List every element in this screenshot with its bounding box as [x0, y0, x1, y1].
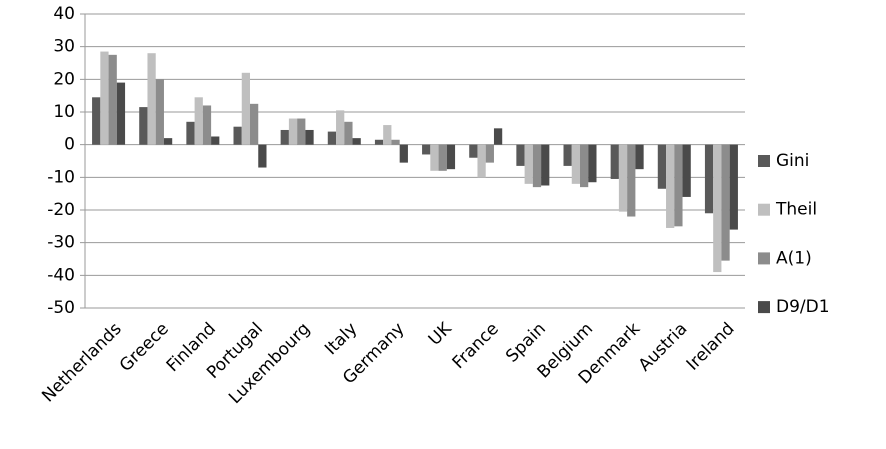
x-tick-label: Austria	[635, 319, 692, 376]
bar	[139, 107, 148, 145]
bar	[485, 144, 494, 163]
bar	[344, 121, 353, 145]
bar	[147, 53, 156, 145]
legend-label: Theil	[775, 200, 817, 220]
bar	[374, 139, 384, 145]
legend-label: D9/D1	[776, 297, 830, 317]
y-tick-label: 40	[53, 4, 75, 24]
bar	[194, 97, 203, 145]
bar	[327, 131, 337, 145]
legend-swatch	[758, 203, 770, 216]
bar	[469, 144, 478, 158]
bar	[477, 144, 486, 178]
bar	[352, 138, 361, 145]
bar	[297, 118, 306, 145]
y-tick-label: 10	[53, 102, 75, 122]
y-tick-label: -40	[47, 265, 75, 285]
bar	[336, 110, 345, 145]
x-tick-label: Netherlands	[38, 319, 126, 407]
x-tick-label: Greece	[116, 319, 173, 376]
bar	[580, 144, 589, 188]
bar	[438, 144, 447, 171]
bar	[666, 144, 675, 228]
bar	[610, 144, 619, 179]
x-tick-label: Italy	[321, 319, 361, 359]
bar	[186, 121, 195, 145]
y-tick-label: 20	[53, 69, 75, 89]
y-tick-label: -30	[47, 233, 75, 253]
bar	[713, 144, 722, 273]
bar	[116, 82, 126, 145]
legend-swatch	[758, 252, 770, 265]
bar	[571, 144, 580, 184]
bar	[241, 72, 250, 145]
y-tick-label: 0	[64, 135, 75, 155]
legend-swatch	[758, 155, 770, 167]
bar	[202, 105, 212, 145]
bar	[211, 136, 220, 145]
bar	[430, 144, 439, 171]
bar	[155, 79, 164, 145]
bar	[532, 144, 542, 188]
legend-label: A(1)	[776, 248, 812, 268]
bar	[446, 144, 456, 170]
bar	[258, 144, 267, 168]
bar	[541, 144, 550, 186]
bar	[635, 144, 644, 170]
x-tick-label: UK	[425, 318, 456, 349]
bar	[674, 144, 683, 227]
legend-swatch	[758, 301, 770, 314]
bar	[618, 144, 628, 212]
bar	[524, 144, 533, 184]
bar	[92, 97, 101, 145]
bar	[100, 51, 109, 145]
bar	[721, 144, 730, 261]
bar	[108, 54, 117, 145]
legend-label: Gini	[776, 151, 809, 171]
bar	[399, 144, 408, 163]
bar	[493, 128, 503, 145]
bar	[682, 144, 691, 197]
bar	[627, 144, 636, 217]
bar	[657, 144, 667, 189]
bar	[516, 144, 525, 166]
y-tick-label: -10	[47, 167, 75, 187]
y-tick-label: -50	[47, 298, 75, 318]
bar	[280, 129, 289, 145]
bar	[563, 144, 572, 166]
bar	[729, 144, 738, 230]
bar	[250, 103, 259, 145]
bar	[383, 125, 392, 145]
y-tick-label: 30	[53, 37, 75, 57]
x-tick-label: France	[449, 319, 503, 373]
bar	[588, 144, 597, 183]
bar	[288, 118, 298, 145]
x-tick-label: Ireland	[683, 319, 739, 375]
bar	[422, 144, 431, 155]
bar	[233, 126, 242, 145]
bar	[305, 129, 314, 145]
bar	[704, 144, 714, 214]
bar	[163, 138, 173, 145]
y-tick-label: -20	[47, 200, 75, 220]
bar	[391, 139, 400, 145]
